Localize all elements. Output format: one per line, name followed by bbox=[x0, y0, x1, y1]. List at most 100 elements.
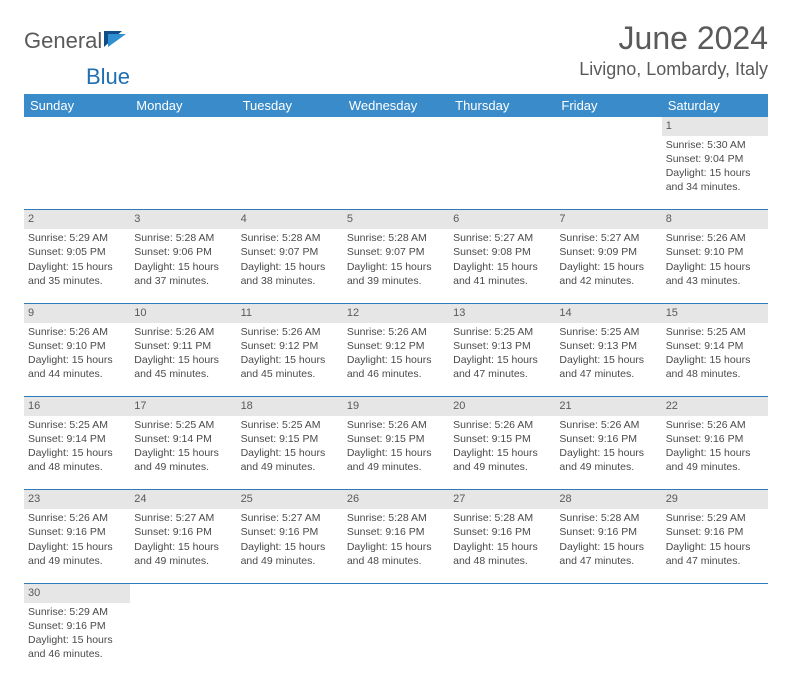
sunset-text: Sunset: 9:06 PM bbox=[134, 245, 232, 259]
day-number-cell: 22 bbox=[662, 397, 768, 416]
sunset-text: Sunset: 9:16 PM bbox=[241, 525, 339, 539]
sunrise-text: Sunrise: 5:26 AM bbox=[559, 418, 657, 432]
day-cell: Sunrise: 5:26 AMSunset: 9:11 PMDaylight:… bbox=[130, 323, 236, 397]
sunrise-text: Sunrise: 5:26 AM bbox=[453, 418, 551, 432]
sunrise-text: Sunrise: 5:26 AM bbox=[28, 325, 126, 339]
sunset-text: Sunset: 9:16 PM bbox=[666, 432, 764, 446]
sunset-text: Sunset: 9:05 PM bbox=[28, 245, 126, 259]
day-cell: Sunrise: 5:29 AMSunset: 9:16 PMDaylight:… bbox=[24, 603, 130, 677]
daylight-text: Daylight: 15 hours and 49 minutes. bbox=[241, 540, 339, 568]
day-number-cell: 15 bbox=[662, 303, 768, 322]
day-number-cell: 16 bbox=[24, 397, 130, 416]
day-cell bbox=[343, 136, 449, 210]
weekday-header-row: SundayMondayTuesdayWednesdayThursdayFrid… bbox=[24, 94, 768, 117]
day-cell: Sunrise: 5:26 AMSunset: 9:12 PMDaylight:… bbox=[343, 323, 449, 397]
sunset-text: Sunset: 9:08 PM bbox=[453, 245, 551, 259]
sunset-text: Sunset: 9:16 PM bbox=[559, 432, 657, 446]
daylight-text: Daylight: 15 hours and 49 minutes. bbox=[559, 446, 657, 474]
day-cell: Sunrise: 5:27 AMSunset: 9:16 PMDaylight:… bbox=[130, 509, 236, 583]
daylight-text: Daylight: 15 hours and 49 minutes. bbox=[666, 446, 764, 474]
day-cell: Sunrise: 5:27 AMSunset: 9:16 PMDaylight:… bbox=[237, 509, 343, 583]
sunset-text: Sunset: 9:14 PM bbox=[666, 339, 764, 353]
day-cell bbox=[237, 136, 343, 210]
daylight-text: Daylight: 15 hours and 49 minutes. bbox=[134, 540, 232, 568]
sunset-text: Sunset: 9:16 PM bbox=[134, 525, 232, 539]
day-number-row: 2345678 bbox=[24, 210, 768, 229]
sunset-text: Sunset: 9:12 PM bbox=[241, 339, 339, 353]
day-cell bbox=[237, 603, 343, 677]
daylight-text: Daylight: 15 hours and 46 minutes. bbox=[28, 633, 126, 661]
day-number-cell: 8 bbox=[662, 210, 768, 229]
sunset-text: Sunset: 9:14 PM bbox=[28, 432, 126, 446]
sunrise-text: Sunrise: 5:30 AM bbox=[666, 138, 764, 152]
day-cell: Sunrise: 5:28 AMSunset: 9:16 PMDaylight:… bbox=[555, 509, 661, 583]
day-number-cell: 2 bbox=[24, 210, 130, 229]
day-number-cell: 21 bbox=[555, 397, 661, 416]
sunrise-text: Sunrise: 5:27 AM bbox=[559, 231, 657, 245]
daylight-text: Daylight: 15 hours and 41 minutes. bbox=[453, 260, 551, 288]
sunrise-text: Sunrise: 5:26 AM bbox=[28, 511, 126, 525]
daylight-text: Daylight: 15 hours and 45 minutes. bbox=[241, 353, 339, 381]
day-cell: Sunrise: 5:28 AMSunset: 9:07 PMDaylight:… bbox=[237, 229, 343, 303]
day-number-cell bbox=[343, 583, 449, 602]
day-number-cell: 9 bbox=[24, 303, 130, 322]
day-number-cell: 17 bbox=[130, 397, 236, 416]
day-content-row: Sunrise: 5:25 AMSunset: 9:14 PMDaylight:… bbox=[24, 416, 768, 490]
daylight-text: Daylight: 15 hours and 49 minutes. bbox=[134, 446, 232, 474]
daylight-text: Daylight: 15 hours and 49 minutes. bbox=[241, 446, 339, 474]
daylight-text: Daylight: 15 hours and 47 minutes. bbox=[453, 353, 551, 381]
sunset-text: Sunset: 9:04 PM bbox=[666, 152, 764, 166]
sunrise-text: Sunrise: 5:28 AM bbox=[134, 231, 232, 245]
sunrise-text: Sunrise: 5:25 AM bbox=[559, 325, 657, 339]
sunrise-text: Sunrise: 5:25 AM bbox=[241, 418, 339, 432]
daylight-text: Daylight: 15 hours and 49 minutes. bbox=[347, 446, 445, 474]
month-title: June 2024 bbox=[579, 20, 768, 57]
sunrise-text: Sunrise: 5:29 AM bbox=[28, 231, 126, 245]
sunrise-text: Sunrise: 5:27 AM bbox=[134, 511, 232, 525]
day-cell: Sunrise: 5:26 AMSunset: 9:16 PMDaylight:… bbox=[662, 416, 768, 490]
day-cell bbox=[130, 136, 236, 210]
weekday-header: Saturday bbox=[662, 94, 768, 117]
flag-icon bbox=[104, 29, 130, 54]
day-content-row: Sunrise: 5:29 AMSunset: 9:16 PMDaylight:… bbox=[24, 603, 768, 677]
day-number-cell bbox=[555, 117, 661, 136]
sunrise-text: Sunrise: 5:27 AM bbox=[453, 231, 551, 245]
weekday-header: Sunday bbox=[24, 94, 130, 117]
sunset-text: Sunset: 9:10 PM bbox=[666, 245, 764, 259]
sunrise-text: Sunrise: 5:28 AM bbox=[453, 511, 551, 525]
daylight-text: Daylight: 15 hours and 42 minutes. bbox=[559, 260, 657, 288]
day-cell bbox=[555, 603, 661, 677]
sunrise-text: Sunrise: 5:27 AM bbox=[241, 511, 339, 525]
sunset-text: Sunset: 9:07 PM bbox=[347, 245, 445, 259]
sunset-text: Sunset: 9:15 PM bbox=[241, 432, 339, 446]
sunrise-text: Sunrise: 5:28 AM bbox=[241, 231, 339, 245]
sunset-text: Sunset: 9:11 PM bbox=[134, 339, 232, 353]
sunrise-text: Sunrise: 5:26 AM bbox=[241, 325, 339, 339]
day-number-cell: 20 bbox=[449, 397, 555, 416]
weekday-header: Monday bbox=[130, 94, 236, 117]
daylight-text: Daylight: 15 hours and 34 minutes. bbox=[666, 166, 764, 194]
day-number-cell: 29 bbox=[662, 490, 768, 509]
day-cell: Sunrise: 5:28 AMSunset: 9:16 PMDaylight:… bbox=[449, 509, 555, 583]
day-cell: Sunrise: 5:25 AMSunset: 9:14 PMDaylight:… bbox=[662, 323, 768, 397]
day-number-cell: 26 bbox=[343, 490, 449, 509]
day-number-cell: 6 bbox=[449, 210, 555, 229]
day-number-cell: 18 bbox=[237, 397, 343, 416]
day-number-cell bbox=[130, 583, 236, 602]
sunrise-text: Sunrise: 5:26 AM bbox=[666, 231, 764, 245]
day-number-cell: 10 bbox=[130, 303, 236, 322]
day-cell: Sunrise: 5:25 AMSunset: 9:13 PMDaylight:… bbox=[449, 323, 555, 397]
sunset-text: Sunset: 9:16 PM bbox=[28, 619, 126, 633]
sunrise-text: Sunrise: 5:25 AM bbox=[453, 325, 551, 339]
day-number-cell: 13 bbox=[449, 303, 555, 322]
day-content-row: Sunrise: 5:26 AMSunset: 9:16 PMDaylight:… bbox=[24, 509, 768, 583]
day-cell bbox=[662, 603, 768, 677]
daylight-text: Daylight: 15 hours and 39 minutes. bbox=[347, 260, 445, 288]
day-cell: Sunrise: 5:25 AMSunset: 9:14 PMDaylight:… bbox=[24, 416, 130, 490]
brand-logo: General bbox=[24, 28, 132, 54]
day-number-cell: 27 bbox=[449, 490, 555, 509]
day-number-cell bbox=[449, 583, 555, 602]
sunrise-text: Sunrise: 5:26 AM bbox=[666, 418, 764, 432]
sunrise-text: Sunrise: 5:25 AM bbox=[28, 418, 126, 432]
sunrise-text: Sunrise: 5:26 AM bbox=[134, 325, 232, 339]
